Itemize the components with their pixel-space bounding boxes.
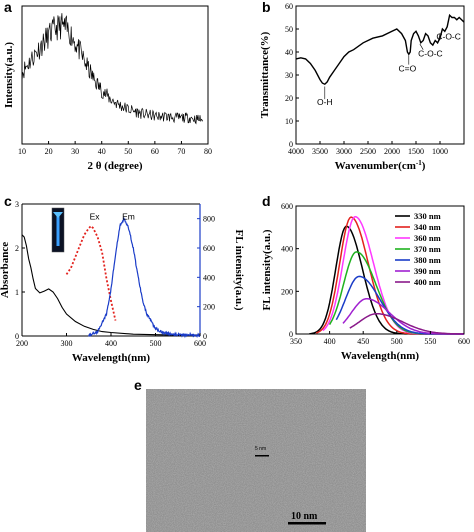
- chart-a-xtick-label: 10: [18, 147, 26, 156]
- chart-a-xrd: 10 20 30 40 50 60 70 80 2 θ (degree) Intensity(a.…: [3, 5, 212, 172]
- chart-b-xtick-label: 1000: [432, 147, 448, 156]
- chart-d-series-6: [349, 312, 464, 335]
- chart-a-xtick-label: 60: [151, 147, 159, 156]
- chart-b-ftir: 4000 3500 3000 2500 2000 1500 1000 0 10 20 30 40 50 6…: [259, 2, 465, 172]
- chart-c-xtick-label: 600: [194, 339, 206, 348]
- chart-a-xtick-label: 20: [45, 147, 53, 156]
- chart-c-ytick-label: 1: [15, 288, 19, 297]
- chart-d-xtick-label: 350: [290, 337, 302, 346]
- chart-a-xtick-label: 50: [124, 147, 132, 156]
- chart-d-legend-label: 390 nm: [414, 266, 441, 276]
- tem-scalebar-label: 10 nm: [291, 511, 318, 522]
- chart-a-xtick-label: 30: [71, 147, 79, 156]
- chart-b-xtick-label: 4000: [288, 147, 304, 156]
- chart-d-legend-label: 330 nm: [414, 211, 441, 221]
- chart-b-xtick-label: 1500: [408, 147, 424, 156]
- chart-d-legend-label: 380 nm: [414, 255, 441, 265]
- chart-d-ytick-label: 0: [289, 330, 293, 339]
- chart-d-xtick-label: 400: [324, 337, 336, 346]
- chart-c-y2tick-label: 800: [203, 215, 215, 224]
- chart-c-y2tick-label: 400: [203, 273, 215, 282]
- chart-d-legend-label: 340 nm: [414, 222, 441, 232]
- chart-a-series-line: [21, 13, 204, 125]
- chart-b-annotation-coc2: C-O-C: [436, 31, 461, 41]
- chart-c-xtick-label: 400: [105, 339, 117, 348]
- chart-b-ytick-label: 40: [285, 48, 293, 57]
- chart-b-annotation-line: [419, 43, 424, 50]
- chart-b-ytick-label: 30: [285, 71, 293, 80]
- chart-c-ytick-label: 2: [15, 244, 19, 253]
- tem-inset-scalebar: [255, 455, 269, 457]
- chart-b-ytick-label: 0: [289, 140, 293, 149]
- tem-image: 5 nm 10 nm: [146, 389, 366, 532]
- chart-b-annotation-co: C=O: [399, 64, 417, 74]
- chart-d-xlabel: Wavelength(nm): [341, 350, 420, 362]
- chart-d-ytick-label: 600: [281, 202, 293, 211]
- panel-letter-b: b: [262, 0, 271, 15]
- vial-glow: [56, 216, 60, 246]
- chart-b-annotation-line: [437, 33, 441, 45]
- chart-d-xtick-label: 450: [357, 337, 369, 346]
- chart-a-xtick-label: 40: [98, 147, 106, 156]
- chart-c-ylabel: Absorbance: [0, 242, 11, 298]
- chart-d-legend-label: 400 nm: [414, 277, 441, 287]
- chart-c-xtick-label: 500: [150, 339, 162, 348]
- chart-d-frame: [295, 205, 465, 335]
- chart-b-ytick-label: 60: [285, 2, 293, 11]
- chart-b-ytick-label: 20: [285, 94, 293, 103]
- chart-d-legend-label: 360 nm: [414, 233, 441, 243]
- chart-b-annotation-oh: O-H: [317, 97, 333, 107]
- chart-c-ytick-label: 0: [15, 332, 19, 341]
- chart-c-xtick-label: 200: [16, 339, 28, 348]
- tem-scalebar: [288, 522, 326, 525]
- chart-d-xtick-label: 600: [458, 337, 470, 346]
- chart-c-y2tick-label: 0: [203, 332, 207, 341]
- chart-d-xtick-label: 550: [424, 337, 436, 346]
- chart-c-y2label: FL intensity(a.u.): [233, 230, 245, 311]
- chart-a-xtick-label: 70: [177, 147, 185, 156]
- chart-c-xtick-label: 300: [61, 339, 73, 348]
- chart-d-series-3: [328, 251, 464, 335]
- panel-letter-a: a: [4, 0, 12, 15]
- chart-a-xlabel: 2 θ (degree): [87, 160, 142, 172]
- chart-b-xtick-label: 2500: [360, 147, 376, 156]
- chart-a-frame: [21, 5, 209, 145]
- chart-c-y2tick-label: 200: [203, 303, 215, 312]
- chart-c-em-label: Em: [122, 211, 135, 221]
- chart-b-frame: [295, 5, 465, 145]
- chart-c-em-line: [88, 216, 201, 339]
- chart-b-annotation-coc1: C-O-C: [418, 49, 443, 59]
- chart-d-ylabel: FL intensity(a.u.): [261, 229, 273, 310]
- chart-a-xtick-label: 80: [204, 147, 212, 156]
- chart-b-xtick-label: 3500: [312, 147, 328, 156]
- chart-d-ytick-label: 200: [281, 287, 293, 296]
- chart-c-absorbance-line: [21, 234, 200, 336]
- chart-c-xlabel: Wavelength(nm): [72, 352, 151, 364]
- chart-b-ytick-label: 50: [285, 25, 293, 34]
- panel-letter-e: e: [134, 377, 142, 393]
- chart-b-ytick-label: 10: [285, 117, 293, 126]
- chart-c-ytick-label: 3: [15, 200, 19, 209]
- chart-c-y2tick-label: 600: [203, 244, 215, 253]
- chart-d-xtick-label: 500: [391, 337, 403, 346]
- panel-letter-d: d: [262, 193, 271, 209]
- chart-c-ex-label: Ex: [90, 211, 101, 221]
- chart-b-ylabel: Transmittance(%): [259, 31, 271, 118]
- chart-a-ylabel: Intensity(a.u.): [3, 42, 15, 108]
- chart-b-xtick-label: 3000: [336, 147, 352, 156]
- vial-top-glow: [53, 212, 63, 218]
- chart-d-ytick-label: 400: [281, 245, 293, 254]
- chart-b-xlabel: Wavenumber(cm-1): [335, 159, 426, 172]
- tem-inset-label: 5 nm: [255, 446, 266, 452]
- chart-b-xtick-label: 2000: [384, 147, 400, 156]
- panel-letter-c: c: [4, 193, 12, 209]
- chart-b-series-line: [295, 13, 465, 86]
- chart-d-legend-label: 370 nm: [414, 244, 441, 254]
